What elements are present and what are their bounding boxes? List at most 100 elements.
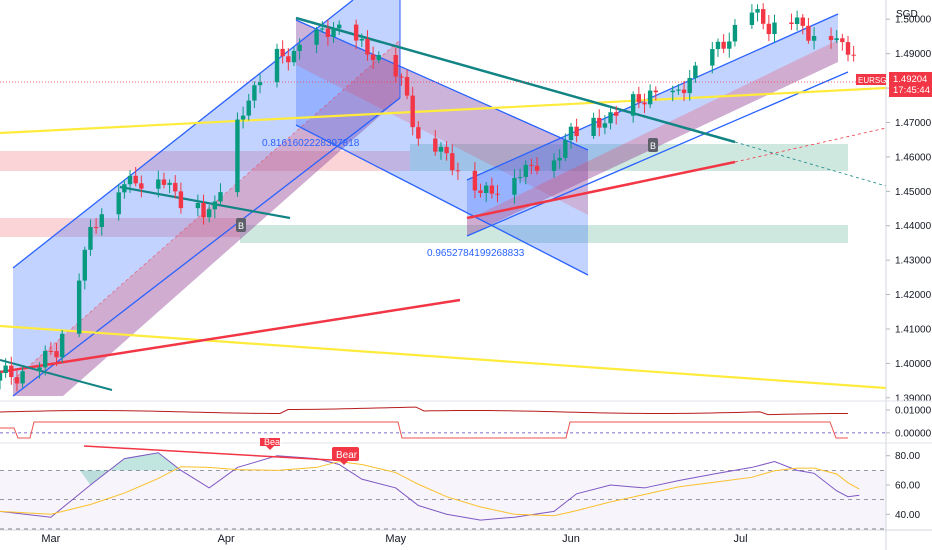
rsi-tick-label: 40.00 [895,510,920,521]
candle [523,164,528,178]
candle [178,191,184,209]
candle [0,373,3,381]
channel-3-blue [467,14,838,236]
candle [568,126,574,141]
candle [286,56,291,63]
candle [828,36,834,41]
time-tick-label: Jun [562,533,580,545]
candle [834,38,839,41]
candle [325,28,331,37]
candle [20,371,25,384]
marker-b-2: B [648,138,658,152]
candle [93,227,99,229]
candle [54,351,59,358]
candle [761,9,766,24]
candle [529,164,534,166]
currency-label: SGD [896,9,918,20]
candle [48,350,54,352]
candle [450,153,455,171]
candle [235,119,240,193]
teal-trend-low [0,359,113,391]
channel-2-top [295,19,589,151]
candle [376,55,381,61]
price-tick-label: 1.46000 [895,152,932,163]
candle [602,123,608,128]
candle [811,36,817,41]
candle [591,117,596,137]
svg-text:B: B [238,221,244,231]
channel-1-bottom [12,97,401,397]
rsi-overbought-fill [80,452,181,485]
candle [59,333,65,358]
candle [88,227,93,250]
fib-level-label-mid: 0.9652784199268833 [427,248,525,259]
candle [280,48,285,57]
osc-tick-label: 0.01000 [895,406,932,417]
countdown: 17:45:44 [893,85,930,96]
candle [127,175,133,185]
candle [399,76,404,78]
candle [320,28,325,30]
candle [489,185,495,194]
candle [478,190,483,193]
candle [721,41,726,49]
candle [9,365,14,378]
candle [291,50,297,63]
teal-trend-upper [295,16,736,144]
price-tick-label: 1.40000 [895,359,932,370]
candle [297,44,302,51]
time-tick-label: Jul [734,533,748,545]
candle [116,192,121,215]
candle [3,365,8,374]
channel-3-top [466,13,839,181]
price-tick-label: 1.47000 [895,118,932,129]
candle [156,179,161,189]
marker-b-1: B [236,218,246,232]
last-price-badge: EURSGD 1.49204 17:45:44 [856,72,932,97]
candle [687,77,692,94]
candle [608,112,613,124]
channel-2-bottom [295,124,589,276]
candle [534,165,540,171]
red-trend-upper [466,160,736,220]
candle [274,48,280,83]
price-tick-label: 1.42000 [895,290,932,301]
channel-1-top [12,0,354,269]
candle [240,115,246,120]
candle [727,41,732,49]
candle [749,12,755,25]
candle [693,65,698,78]
candle [563,140,568,158]
red-trend-lower [0,298,461,374]
price-tick-label: 1.49000 [895,49,932,60]
candle [710,49,715,66]
rsi-tick-label: 80.00 [895,451,920,462]
time-tick-label: Apr [218,533,235,545]
symbol-label: EURSGD [858,76,892,85]
candle [806,25,811,41]
candle [14,377,20,384]
fib-level-label-left: 0.8161602228397818 [262,138,360,149]
candle [133,175,138,184]
candle [365,38,370,55]
price-tick-label: 1.39000 [895,393,932,404]
candle [732,24,738,42]
candle [393,55,398,77]
yellow-trend-lower [0,324,887,390]
candle [472,170,478,191]
candle [715,41,721,50]
candle [512,177,517,195]
candle [483,185,489,193]
channel-2-red [296,20,588,215]
osc-tick-label: 0.00000 [895,428,932,439]
candle [614,112,619,116]
rsi-line [0,452,860,521]
candle [772,22,777,35]
candle [99,214,104,228]
time-tick-label: Mar [41,533,60,545]
candle [252,85,257,101]
zone-3 [240,225,848,243]
teal-trend-ext [734,141,887,187]
svg-text:Bear: Bear [264,437,283,447]
